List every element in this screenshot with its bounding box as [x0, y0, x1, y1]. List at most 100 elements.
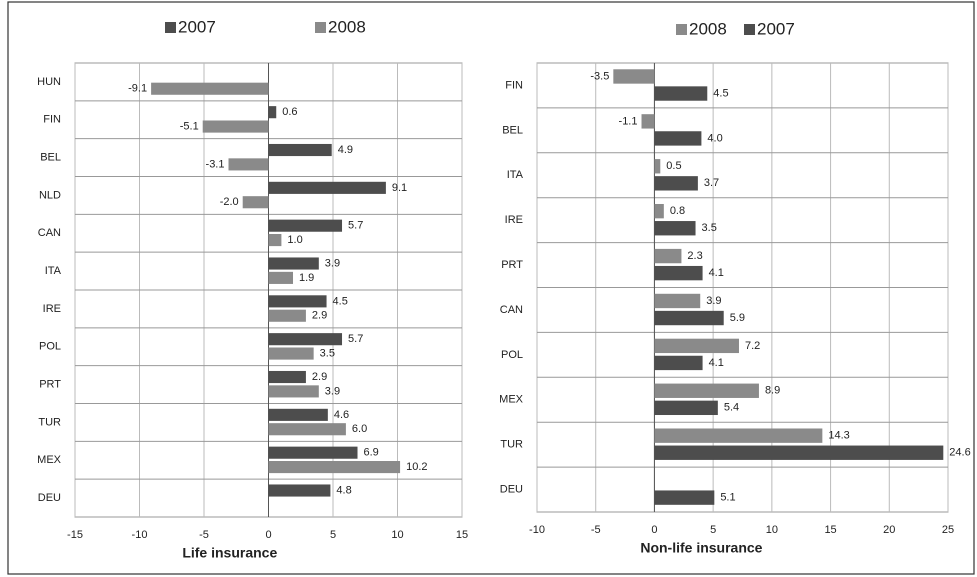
data-label: 4.1 — [709, 267, 724, 279]
category-label: DEU — [38, 492, 61, 504]
bar — [268, 385, 319, 398]
data-label: 24.6 — [949, 447, 970, 459]
bar — [268, 181, 386, 194]
bar — [268, 333, 343, 346]
bar — [268, 484, 331, 497]
bar — [654, 159, 661, 174]
bar — [641, 114, 655, 129]
category-label: HUN — [37, 76, 61, 88]
data-label: -3.1 — [206, 158, 225, 170]
x-tick-label: 15 — [824, 524, 836, 536]
category-label: IRE — [43, 303, 61, 315]
data-label: 2.9 — [312, 310, 327, 322]
x-tick-label: -10 — [529, 524, 545, 536]
x-tick-label: -5 — [199, 529, 209, 541]
data-label: 3.5 — [320, 347, 335, 359]
bar — [268, 271, 294, 284]
legend-label: 2008 — [689, 19, 727, 38]
bar — [268, 370, 306, 384]
bar — [654, 248, 682, 264]
data-label: 1.9 — [299, 272, 314, 284]
bar — [654, 428, 823, 443]
bar — [654, 265, 703, 281]
data-label: 10.2 — [406, 461, 427, 473]
bar — [654, 383, 759, 398]
bar — [268, 143, 332, 157]
category-label: PRT — [39, 378, 61, 390]
data-label: 5.7 — [348, 333, 363, 345]
bar — [654, 338, 739, 354]
category-label: CAN — [38, 227, 61, 239]
category-label: FIN — [43, 114, 61, 126]
legend-label: 2008 — [328, 17, 366, 36]
bar — [268, 257, 319, 270]
category-label: BEL — [502, 124, 523, 136]
data-label: -9.1 — [128, 83, 147, 95]
bar — [613, 69, 655, 84]
x-axis-label: Life insurance — [182, 545, 277, 561]
data-label: -1.1 — [619, 115, 638, 127]
data-label: 4.5 — [333, 295, 348, 307]
category-label: ITA — [45, 265, 62, 277]
data-label: 3.9 — [325, 385, 340, 397]
legend-swatch — [315, 22, 326, 33]
bar — [268, 219, 343, 232]
category-label: MEX — [499, 394, 524, 406]
x-axis-label: Non-life insurance — [640, 540, 762, 556]
bar — [654, 490, 715, 505]
data-label: 3.5 — [702, 222, 717, 234]
data-label: 0.6 — [282, 106, 297, 118]
data-label: 8.9 — [765, 385, 780, 397]
data-label: 6.0 — [352, 423, 367, 435]
bar — [202, 120, 269, 133]
x-tick-label: -15 — [67, 529, 83, 541]
category-label: TUR — [38, 416, 61, 428]
bar — [654, 355, 703, 371]
bar — [268, 106, 277, 119]
x-tick-label: 15 — [456, 529, 468, 541]
category-label: CAN — [500, 304, 523, 316]
data-label: 4.0 — [707, 132, 722, 144]
category-label: ITA — [507, 169, 524, 181]
data-label: 5.4 — [724, 402, 739, 414]
legend-swatch — [676, 24, 687, 35]
bar — [268, 234, 282, 247]
x-tick-label: 5 — [330, 529, 336, 541]
bar — [268, 347, 314, 360]
data-label: -2.0 — [220, 196, 239, 208]
bar — [268, 295, 327, 308]
x-tick-label: 10 — [766, 524, 778, 536]
bar — [654, 445, 944, 460]
bar — [654, 310, 724, 326]
category-label: PRT — [501, 259, 523, 271]
bar — [242, 196, 269, 209]
data-label: 5.1 — [720, 492, 735, 504]
data-label: 1.0 — [287, 234, 302, 246]
data-label: 2.9 — [312, 371, 327, 383]
bar — [151, 82, 269, 95]
x-tick-label: 25 — [942, 524, 954, 536]
data-label: 7.2 — [745, 340, 760, 352]
category-label: MEX — [37, 454, 62, 466]
category-label: POL — [501, 349, 523, 361]
data-label: 0.8 — [670, 205, 685, 217]
x-tick-label: 0 — [651, 524, 657, 536]
data-label: 5.7 — [348, 220, 363, 232]
bar — [654, 131, 702, 146]
data-label: 6.9 — [364, 447, 379, 459]
bar — [654, 203, 664, 219]
data-label: 9.1 — [392, 182, 407, 194]
bar — [228, 158, 269, 171]
bar — [268, 309, 306, 322]
bar — [268, 461, 401, 474]
data-label: 4.5 — [713, 87, 728, 99]
legend-swatch — [165, 22, 176, 33]
legend-swatch — [744, 24, 755, 35]
bar — [654, 176, 698, 191]
data-label: 14.3 — [828, 430, 849, 442]
bar — [654, 293, 701, 309]
data-label: 3.9 — [325, 257, 340, 269]
legend-label: 2007 — [178, 17, 216, 36]
category-label: IRE — [505, 214, 523, 226]
category-label: BEL — [40, 151, 61, 163]
